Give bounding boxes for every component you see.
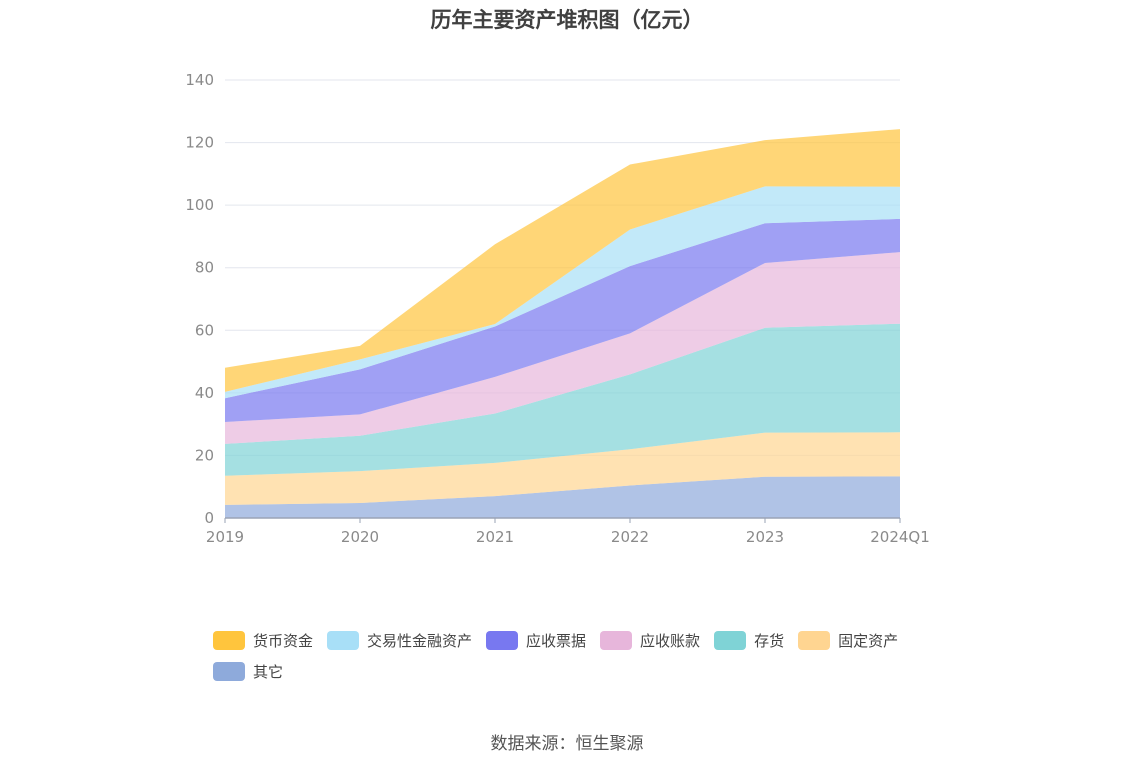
y-tick-label: 100 xyxy=(185,196,214,214)
legend-swatch xyxy=(327,631,360,650)
x-tick-label: 2024Q1 xyxy=(870,528,930,546)
legend-item[interactable]: 应收票据 xyxy=(486,630,586,651)
legend-swatch xyxy=(798,631,831,650)
x-tick-label: 2019 xyxy=(206,528,244,546)
x-tick-label: 2020 xyxy=(341,528,379,546)
x-tick-label: 2023 xyxy=(746,528,784,546)
y-tick-label: 80 xyxy=(195,259,214,277)
legend-swatch xyxy=(213,631,245,650)
legend-label: 存货 xyxy=(754,632,785,650)
legend-item[interactable]: 存货 xyxy=(714,630,784,651)
x-tick-label: 2022 xyxy=(611,528,649,546)
legend-label: 其它 xyxy=(253,663,284,681)
area-series-5 xyxy=(225,186,900,399)
y-tick-label: 120 xyxy=(185,134,214,152)
legend-item[interactable]: 货币资金 xyxy=(213,630,313,651)
legend-item[interactable]: 固定资产 xyxy=(798,630,898,651)
legend-item[interactable]: 其它 xyxy=(213,661,283,682)
legend-item[interactable]: 交易性金融资产 xyxy=(327,630,472,651)
legend-label: 交易性金融资产 xyxy=(367,632,473,650)
y-tick-label: 60 xyxy=(195,321,214,339)
legend-swatch xyxy=(213,662,245,681)
y-tick-label: 40 xyxy=(195,384,214,402)
area-series-2 xyxy=(225,323,900,476)
x-tick-label: 2021 xyxy=(476,528,514,546)
legend-item[interactable]: 应收账款 xyxy=(600,630,700,651)
area-series-6 xyxy=(225,129,900,392)
chart-title: 历年主要资产堆积图（亿元） xyxy=(430,8,704,32)
y-tick-label: 140 xyxy=(185,71,214,89)
legend: 货币资金 交易性金融资产 应收票据 应收账款 存货 固定资产其它 xyxy=(213,630,953,692)
area-series-3 xyxy=(225,252,900,444)
y-tick-label: 0 xyxy=(204,509,214,527)
legend-swatch xyxy=(600,631,633,650)
legend-label: 固定资产 xyxy=(838,632,899,650)
data-source: 数据来源：恒生聚源 xyxy=(490,734,644,754)
legend-label: 货币资金 xyxy=(253,632,314,650)
legend-label: 应收账款 xyxy=(640,632,701,650)
y-tick-label: 20 xyxy=(195,446,214,464)
area-series-0 xyxy=(225,476,900,518)
legend-swatch xyxy=(486,631,519,650)
area-series-4 xyxy=(225,218,900,422)
area-series xyxy=(225,129,900,518)
area-series-1 xyxy=(225,432,900,505)
legend-swatch xyxy=(714,631,747,650)
axes: 0 20 40 60 80 100 120 140 2019 2020 2021 2022 2023 20… xyxy=(185,71,929,546)
legend-label: 应收票据 xyxy=(526,632,587,650)
